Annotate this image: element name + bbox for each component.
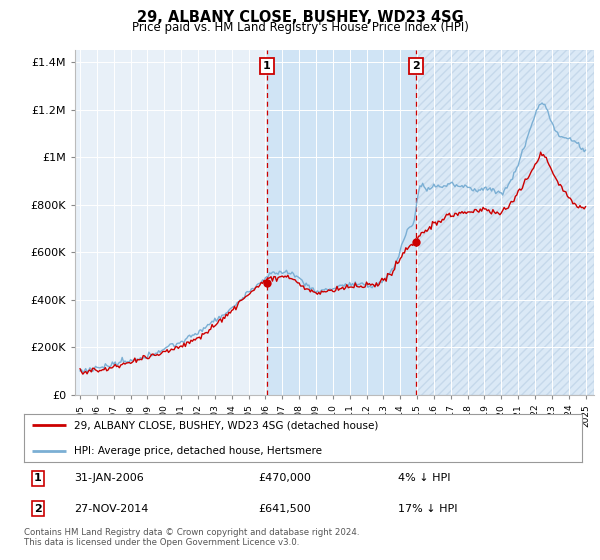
Text: 29, ALBANY CLOSE, BUSHEY, WD23 4SG (detached house): 29, ALBANY CLOSE, BUSHEY, WD23 4SG (deta… bbox=[74, 421, 379, 430]
Text: HPI: Average price, detached house, Hertsmere: HPI: Average price, detached house, Hert… bbox=[74, 446, 322, 456]
Text: 2: 2 bbox=[412, 61, 419, 71]
Text: 17% ↓ HPI: 17% ↓ HPI bbox=[398, 504, 457, 514]
Bar bbox=[267, 50, 416, 395]
Text: Contains HM Land Registry data © Crown copyright and database right 2024.
This d: Contains HM Land Registry data © Crown c… bbox=[24, 528, 359, 547]
Text: £470,000: £470,000 bbox=[259, 473, 311, 483]
Bar bbox=[416, 50, 594, 395]
Text: 29, ALBANY CLOSE, BUSHEY, WD23 4SG: 29, ALBANY CLOSE, BUSHEY, WD23 4SG bbox=[137, 10, 463, 25]
Text: 31-JAN-2006: 31-JAN-2006 bbox=[74, 473, 144, 483]
Text: Price paid vs. HM Land Registry's House Price Index (HPI): Price paid vs. HM Land Registry's House … bbox=[131, 21, 469, 34]
Text: 27-NOV-2014: 27-NOV-2014 bbox=[74, 504, 149, 514]
Text: 1: 1 bbox=[263, 61, 271, 71]
Text: 4% ↓ HPI: 4% ↓ HPI bbox=[398, 473, 451, 483]
Text: £641,500: £641,500 bbox=[259, 504, 311, 514]
Text: 2: 2 bbox=[34, 504, 42, 514]
Text: 1: 1 bbox=[34, 473, 42, 483]
